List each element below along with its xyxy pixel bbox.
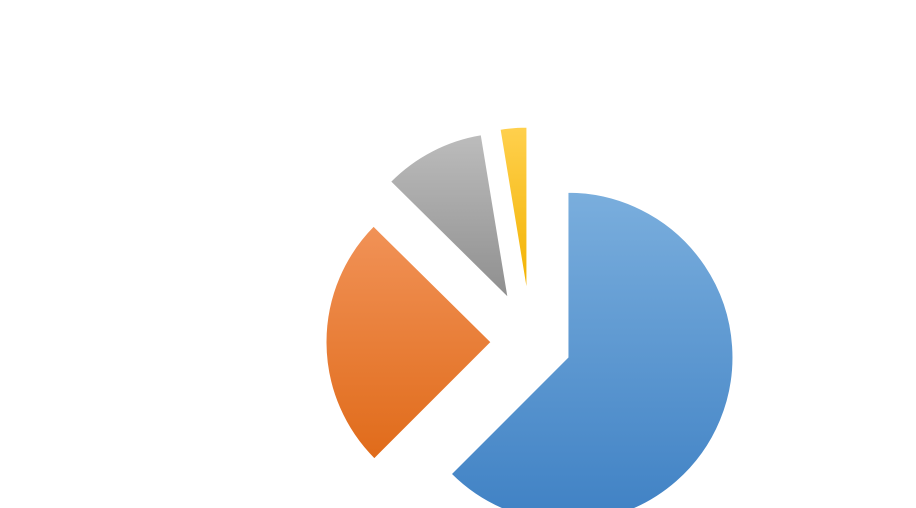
pie-slice-gray <box>389 134 509 300</box>
pie-slice-blue <box>450 191 734 508</box>
pie-slice-orange <box>325 225 492 460</box>
pie-slice-yellow <box>499 126 528 293</box>
pie-slices <box>325 126 734 508</box>
